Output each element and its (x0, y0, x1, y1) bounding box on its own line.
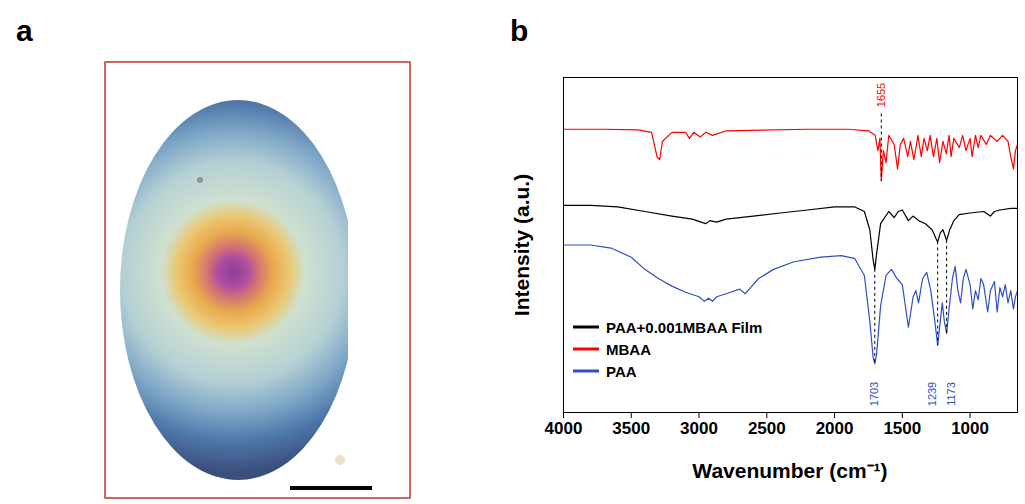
html-text:PAA+0.001MBAA Film: PAA+0.001MBAA Film (606, 318, 763, 336)
html-text:MBAA: MBAA (606, 340, 651, 358)
svg-text:2000: 2000 (816, 419, 854, 438)
html-text:Wavenumber (cm⁻¹): Wavenumber (cm⁻¹) (692, 459, 888, 482)
svg-text:3000: 3000 (680, 419, 718, 438)
svg-text:1655: 1655 (875, 83, 887, 107)
svg-text:1239: 1239 (926, 382, 938, 406)
svg-text:2500: 2500 (748, 419, 786, 438)
svg-text:1173: 1173 (945, 382, 957, 406)
svg-text:4000: 4000 (545, 419, 583, 438)
html-text:PAA: PAA (606, 362, 637, 380)
svg-text:1703: 1703 (868, 382, 880, 406)
html-text:b: b (510, 14, 529, 47)
html-text:a: a (16, 14, 33, 47)
html-text:Intensity (a.u.): Intensity (a.u.) (510, 173, 533, 316)
svg-text:3500: 3500 (612, 419, 650, 438)
svg-text:1000: 1000 (951, 419, 989, 438)
svg-text:1500: 1500 (883, 419, 921, 438)
